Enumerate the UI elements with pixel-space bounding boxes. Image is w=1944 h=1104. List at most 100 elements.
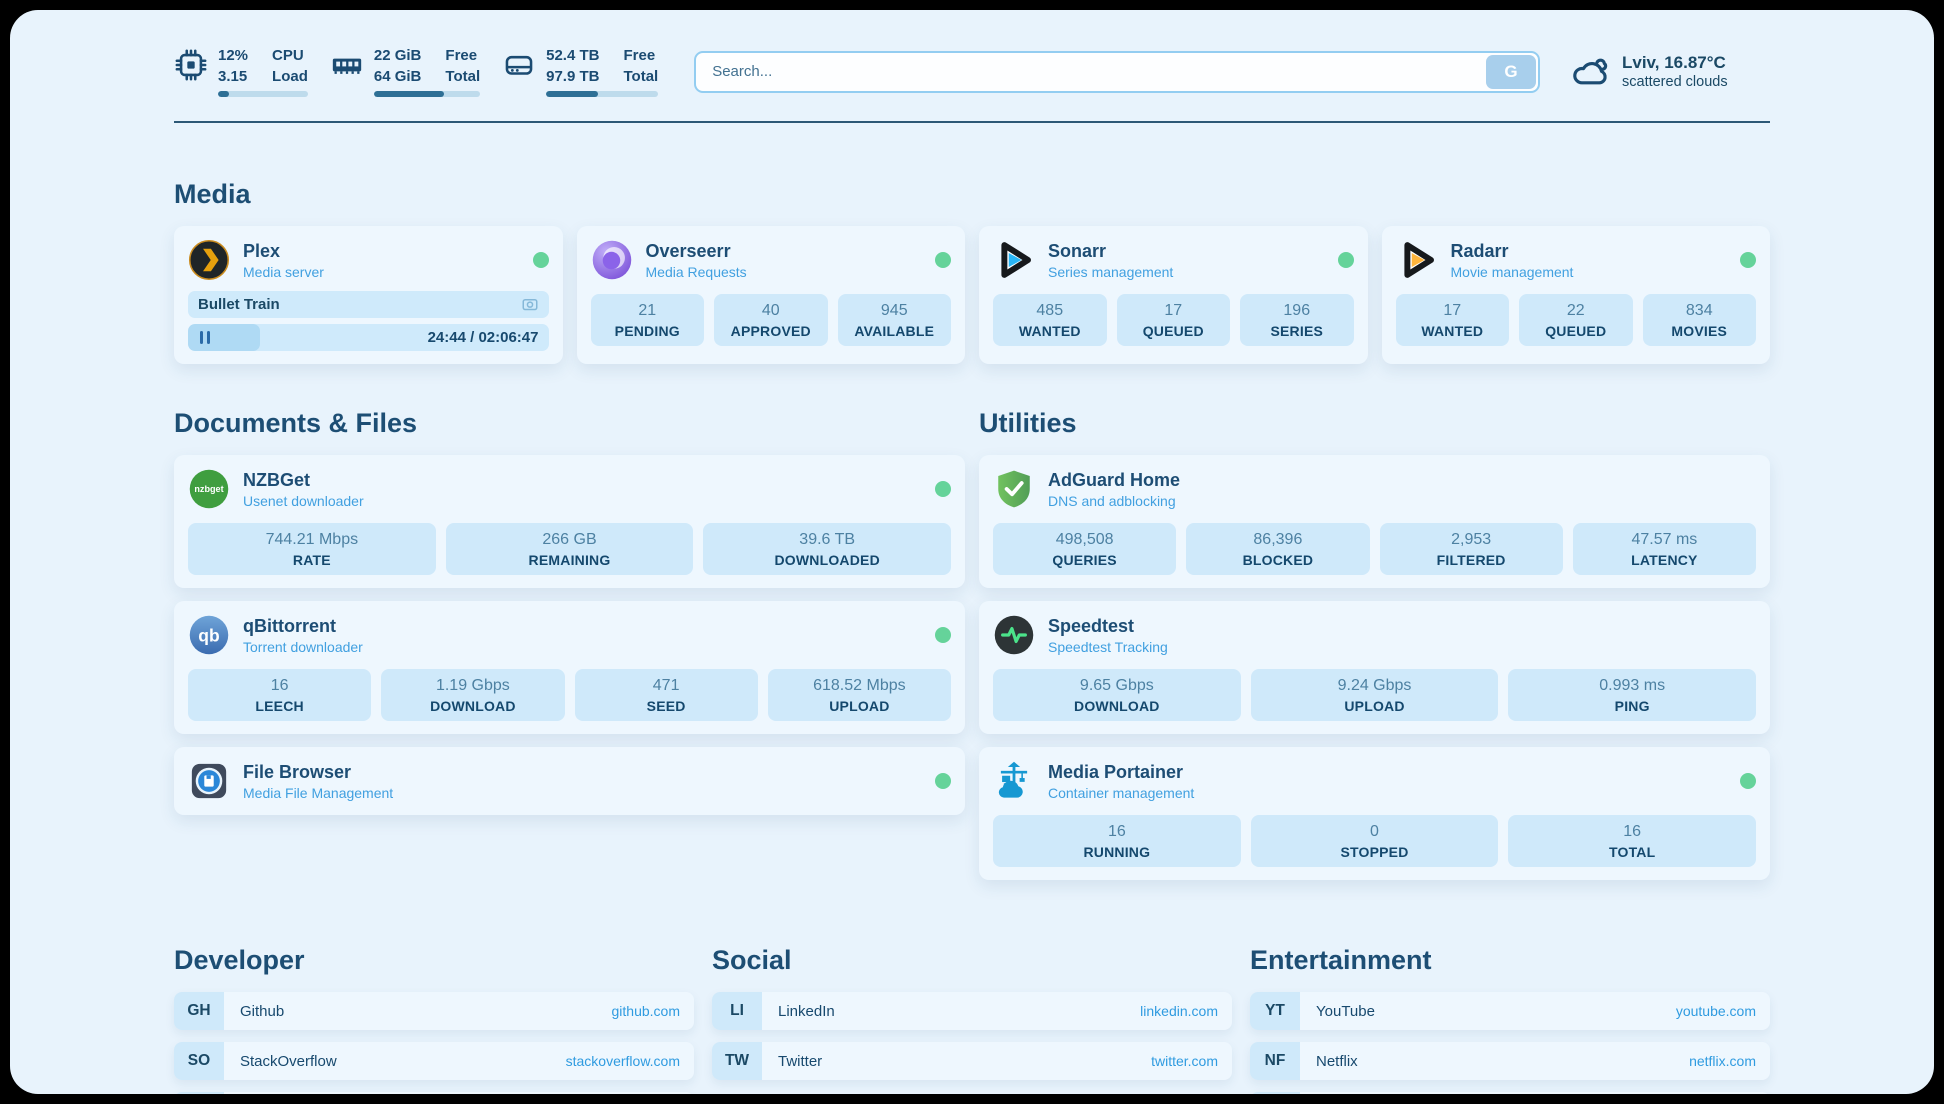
- app-card-portainer[interactable]: Media Portainer Container management 16 …: [979, 747, 1770, 880]
- bookmark-abbr: GH: [174, 992, 224, 1030]
- app-card-plex[interactable]: Plex Media server Bullet Train: [174, 226, 563, 364]
- app-card-nzbget[interactable]: nzbget NZBGet Usenet downloader 744.21 M…: [174, 455, 965, 588]
- search-input[interactable]: [694, 50, 1540, 93]
- status-online-dot: [1740, 252, 1756, 268]
- app-description: DNS and adblocking: [1048, 492, 1176, 509]
- status-online-dot: [532, 252, 549, 268]
- stat-label: WANTED: [1421, 323, 1484, 339]
- svg-text:qb: qb: [198, 625, 219, 645]
- playback-progress-bar: 24:44 / 02:06:47: [188, 324, 549, 351]
- app-description: Media server: [243, 263, 324, 280]
- stat-label: QUEUED: [1545, 323, 1607, 339]
- filebrowser-icon: [191, 763, 227, 799]
- stat-box: 0.993 ms PING: [1508, 669, 1757, 721]
- bookmark-link[interactable]: TW Twitter twitter.com: [712, 1042, 1232, 1080]
- stat-value: 39.6 TB: [799, 531, 856, 548]
- cpu-labels: CPU Load: [272, 47, 308, 85]
- app-card-sonarr[interactable]: Sonarr Series management 485 WANTED: [979, 226, 1368, 364]
- disk-values: 52.4 TB 97.9 TB: [546, 46, 599, 86]
- stat-box: 21 PENDING: [590, 294, 704, 346]
- app-name: NZBGet: [243, 469, 310, 490]
- stat-value: 834: [1685, 302, 1713, 319]
- bookmark-link[interactable]: SO StackOverflow stackoverflow.com: [174, 1042, 694, 1080]
- status-online-dot: [1740, 773, 1756, 789]
- app-name: Sonarr: [1048, 240, 1107, 261]
- status-online-dot: [1337, 252, 1354, 268]
- system-stats: 12% 3.15 CPU Load: [174, 46, 659, 97]
- app-card-speedtest[interactable]: Speedtest Speedtest Tracking 9.65 Gbps D…: [979, 601, 1770, 734]
- disk-progress-bar: [546, 91, 659, 97]
- cpu-icon: [175, 49, 207, 81]
- stat-box: 9.65 Gbps DOWNLOAD: [993, 669, 1241, 721]
- bookmark-link[interactable]: GH Github github.com: [174, 992, 694, 1030]
- app-description: Movie management: [1450, 263, 1574, 280]
- header-divider: [174, 121, 1770, 123]
- bookmark-link[interactable]: DT DEV dev.to: [174, 1092, 694, 1094]
- ram-stat: 22 GiB 64 GiB Free Total: [330, 46, 481, 97]
- bookmark-name: Twitter: [778, 1052, 823, 1070]
- bookmark-name: Netflix: [1316, 1052, 1358, 1070]
- bookmark-name: YouTube: [1316, 1002, 1375, 1020]
- bookmark-abbr: DT: [174, 1092, 224, 1094]
- stat-label: QUEUED: [1142, 323, 1204, 339]
- cpu-values: 12% 3.15: [218, 46, 248, 86]
- stat-value: 22: [1566, 302, 1585, 319]
- bookmarks-entertainment: Entertainment YT YouTube youtube.com NF …: [1250, 945, 1770, 1094]
- bookmark-link[interactable]: NF Netflix netflix.com: [1250, 1042, 1770, 1080]
- app-description: Torrent downloader: [243, 638, 363, 655]
- stat-box: 498,508 QUERIES: [993, 523, 1177, 575]
- bookmark-link[interactable]: LI LinkedIn linkedin.com: [712, 992, 1232, 1030]
- app-card-adguard[interactable]: AdGuard Home DNS and adblocking 498,508 …: [979, 455, 1770, 588]
- bookmark-link[interactable]: RE Reddit reddit.com: [1250, 1092, 1770, 1094]
- search-engine-button[interactable]: G: [1486, 54, 1536, 89]
- portainer-icon: [998, 761, 1028, 798]
- ram-values: 22 GiB 64 GiB: [374, 46, 422, 86]
- weather-location-temp: Lviv, 16.87°C: [1622, 53, 1726, 72]
- app-name: AdGuard Home: [1048, 469, 1181, 490]
- stat-label: MOVIES: [1671, 323, 1728, 339]
- ram-labels: Free Total: [445, 47, 481, 85]
- app-name: Media Portainer: [1048, 761, 1184, 782]
- stat-label: PENDING: [614, 323, 680, 339]
- bookmark-name: LinkedIn: [778, 1002, 835, 1020]
- cpu-progress-bar: [218, 91, 308, 97]
- stat-label: SEED: [646, 698, 686, 714]
- stat-label: APPROVED: [730, 323, 811, 339]
- disk-total: 97.9 TB: [546, 67, 600, 85]
- stat-value: 1.19 Gbps: [435, 677, 510, 694]
- stat-box: 945 AVAILABLE: [837, 294, 951, 346]
- bookmark-url: linkedin.com: [1140, 1003, 1218, 1019]
- app-card-qbittorrent[interactable]: qb qBittorrent Torrent downloader 16: [174, 601, 965, 734]
- stat-box: 16 TOTAL: [1508, 815, 1757, 867]
- app-card-overseerr[interactable]: Overseerr Media Requests 21 PENDING: [576, 226, 965, 364]
- stat-box: 0 STOPPED: [1250, 815, 1499, 867]
- bookmark-name: Github: [240, 1002, 285, 1020]
- bookmark-link[interactable]: YT YouTube youtube.com: [1250, 992, 1770, 1030]
- tv-icon: [522, 298, 537, 310]
- app-name: Radarr: [1450, 240, 1509, 261]
- app-description: Media Requests: [645, 263, 747, 280]
- stat-value: 266 GB: [542, 531, 597, 548]
- stat-value: 471: [652, 677, 680, 694]
- stat-value: 9.24 Gbps: [1337, 677, 1412, 694]
- stat-box: 196 SERIES: [1240, 294, 1354, 346]
- ram-total: 64 GiB: [373, 67, 422, 85]
- stat-value: 9.65 Gbps: [1079, 677, 1154, 694]
- stat-value: 86,396: [1253, 531, 1303, 548]
- header-bar: 12% 3.15 CPU Load: [174, 46, 1770, 97]
- stat-box: 39.6 TB DOWNLOADED: [703, 523, 952, 575]
- app-description: Container management: [1048, 784, 1195, 801]
- app-card-radarr[interactable]: Radarr Movie management 17 WANTED: [1381, 226, 1770, 364]
- sonarr-icon: [1001, 242, 1031, 278]
- bookmark-url: youtube.com: [1675, 1003, 1756, 1019]
- app-name: Plex: [243, 240, 281, 261]
- bookmark-url: netflix.com: [1689, 1053, 1756, 1069]
- stat-value: 17: [1443, 302, 1462, 319]
- stat-label: TOTAL: [1608, 844, 1656, 860]
- stat-box: 1.19 Gbps DOWNLOAD: [381, 669, 565, 721]
- stat-box: 618.52 Mbps UPLOAD: [767, 669, 951, 721]
- stat-label: BLOCKED: [1242, 552, 1314, 568]
- section-title-documents: Documents & Files: [174, 408, 418, 438]
- section-title-social: Social: [712, 945, 792, 975]
- app-card-filebrowser[interactable]: File Browser Media File Management: [174, 747, 965, 815]
